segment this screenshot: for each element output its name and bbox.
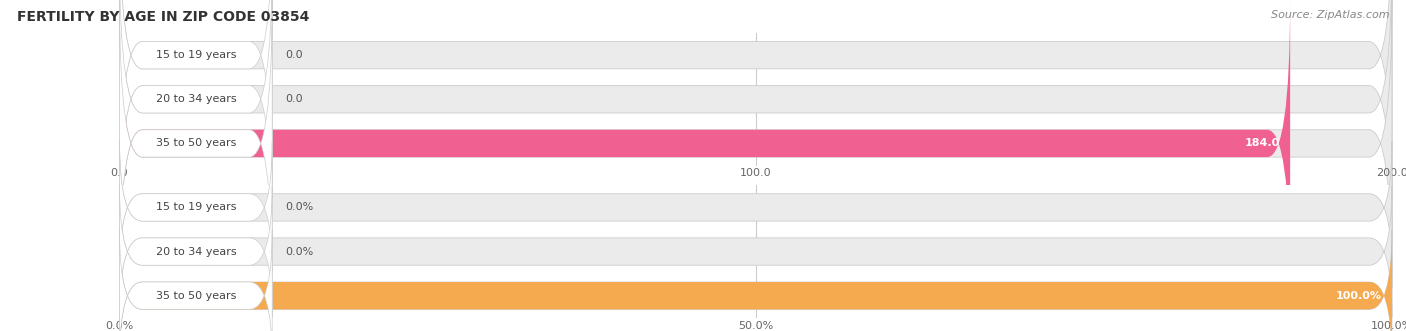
Text: 20 to 34 years: 20 to 34 years [156,247,236,257]
FancyBboxPatch shape [120,0,1392,289]
Text: Source: ZipAtlas.com: Source: ZipAtlas.com [1271,10,1389,20]
FancyBboxPatch shape [120,0,273,289]
FancyBboxPatch shape [120,230,1392,331]
FancyBboxPatch shape [120,0,1392,200]
FancyBboxPatch shape [120,0,273,245]
Text: 100.0%: 100.0% [1336,291,1382,301]
Text: 0.0: 0.0 [285,50,302,60]
Text: 35 to 50 years: 35 to 50 years [156,291,236,301]
FancyBboxPatch shape [120,0,273,200]
Text: 35 to 50 years: 35 to 50 years [156,138,236,148]
FancyBboxPatch shape [120,186,1392,317]
FancyBboxPatch shape [120,142,273,273]
Text: 0.0%: 0.0% [285,247,314,257]
Text: 0.0: 0.0 [285,94,302,104]
FancyBboxPatch shape [120,0,1291,289]
FancyBboxPatch shape [120,186,273,317]
Text: 0.0%: 0.0% [285,203,314,213]
Text: 15 to 19 years: 15 to 19 years [156,50,236,60]
Text: 20 to 34 years: 20 to 34 years [156,94,236,104]
Text: 15 to 19 years: 15 to 19 years [156,203,236,213]
FancyBboxPatch shape [120,142,1392,273]
Text: FERTILITY BY AGE IN ZIP CODE 03854: FERTILITY BY AGE IN ZIP CODE 03854 [17,10,309,24]
FancyBboxPatch shape [120,0,1392,245]
FancyBboxPatch shape [120,230,273,331]
FancyBboxPatch shape [120,230,1392,331]
Text: 184.0: 184.0 [1244,138,1279,148]
